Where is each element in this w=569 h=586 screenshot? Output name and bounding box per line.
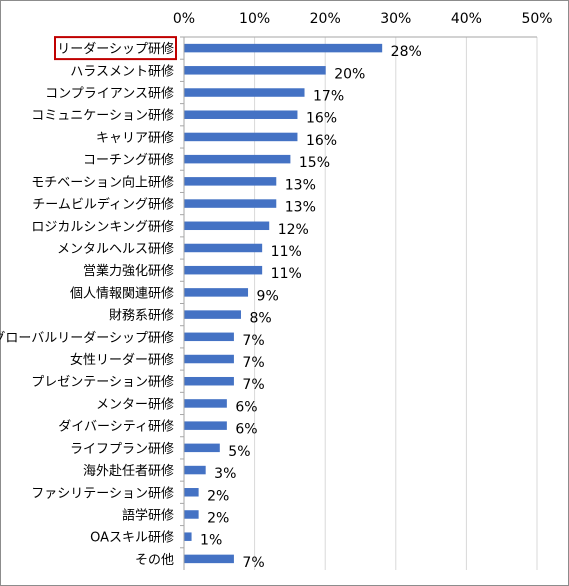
category-label: 財務系研修	[109, 309, 174, 324]
data-label: 13%	[285, 200, 316, 216]
category-label: 個人情報関連研修	[70, 286, 174, 301]
data-label: 5%	[228, 444, 250, 460]
category-label: その他	[135, 553, 174, 568]
data-label: 28%	[391, 44, 422, 60]
data-label: 16%	[306, 133, 337, 149]
bar	[184, 66, 326, 75]
category-label: チームビルディング研修	[32, 197, 174, 213]
x-tick-label: 50%	[521, 11, 552, 27]
x-tick-label: 10%	[239, 11, 270, 27]
data-label: 13%	[285, 177, 316, 193]
bar	[184, 532, 192, 541]
bar	[184, 465, 206, 475]
category-label: グローバルリーダーシップ研修	[0, 331, 174, 346]
data-label: 7%	[242, 377, 264, 393]
data-label: 1%	[200, 533, 222, 549]
bar	[184, 43, 383, 53]
data-label: 15%	[299, 155, 330, 171]
data-label: 16%	[306, 111, 337, 127]
category-label: ハラスメント研修	[70, 64, 174, 79]
bar	[184, 332, 234, 342]
data-label: 7%	[242, 333, 264, 349]
x-tick-label: 20%	[310, 11, 341, 27]
bar	[184, 243, 263, 253]
bar	[184, 510, 199, 519]
bar	[184, 132, 298, 142]
category-label: リーダーシップ研修	[57, 42, 174, 57]
data-label: 3%	[214, 466, 236, 482]
data-label: 11%	[271, 266, 302, 282]
data-label: 20%	[334, 66, 365, 82]
category-label: コンプライアンス研修	[45, 87, 174, 102]
bar	[184, 88, 305, 97]
bar	[184, 421, 227, 430]
bar	[184, 399, 227, 408]
category-label: 語学研修	[122, 507, 174, 523]
category-label: コミュニケーション研修	[31, 109, 174, 124]
category-label: ファシリテーション研修	[31, 486, 174, 501]
bar	[184, 265, 263, 275]
bar	[184, 376, 234, 386]
x-tick-label: 30%	[380, 11, 411, 27]
bar	[184, 310, 241, 319]
bar	[184, 110, 298, 119]
data-label: 2%	[207, 488, 229, 504]
data-label: 12%	[278, 222, 309, 238]
category-label: OAスキル研修	[90, 531, 174, 546]
category-label: キャリア研修	[96, 131, 174, 146]
category-label: プレゼンテーション研修	[31, 375, 174, 390]
data-label: 6%	[235, 399, 257, 415]
category-label: メンター研修	[96, 397, 174, 412]
bar	[184, 154, 291, 164]
category-label: ロジカルシンキング研修	[31, 220, 174, 235]
category-label: 海外赴任者研修	[83, 464, 174, 479]
bar	[184, 443, 220, 453]
data-label: 6%	[235, 422, 257, 438]
data-label: 7%	[242, 555, 264, 571]
x-tick-label: 0%	[173, 11, 195, 27]
category-label: ライフプラン研修	[70, 442, 174, 457]
category-label: メンタルヘルス研修	[57, 242, 174, 257]
data-label: 2%	[207, 510, 229, 526]
category-label: ダイバーシティ研修	[58, 420, 174, 435]
category-label: コーチング研修	[83, 153, 174, 168]
category-label: 営業力強化研修	[83, 263, 174, 279]
bar	[184, 554, 234, 564]
data-label: 8%	[249, 311, 271, 327]
bar	[184, 221, 270, 231]
data-label: 9%	[257, 288, 279, 304]
bar	[184, 177, 277, 186]
data-label: 7%	[242, 355, 264, 371]
bar	[184, 199, 277, 208]
highlight-box	[54, 36, 177, 61]
data-label: 11%	[271, 244, 302, 260]
data-label: 17%	[313, 89, 344, 105]
x-tick-label: 40%	[451, 11, 482, 27]
bar	[184, 288, 249, 297]
category-label: モチベーション向上研修	[31, 174, 174, 190]
category-label: 女性リーダー研修	[70, 352, 174, 368]
bar	[184, 488, 199, 497]
bar	[184, 354, 234, 364]
